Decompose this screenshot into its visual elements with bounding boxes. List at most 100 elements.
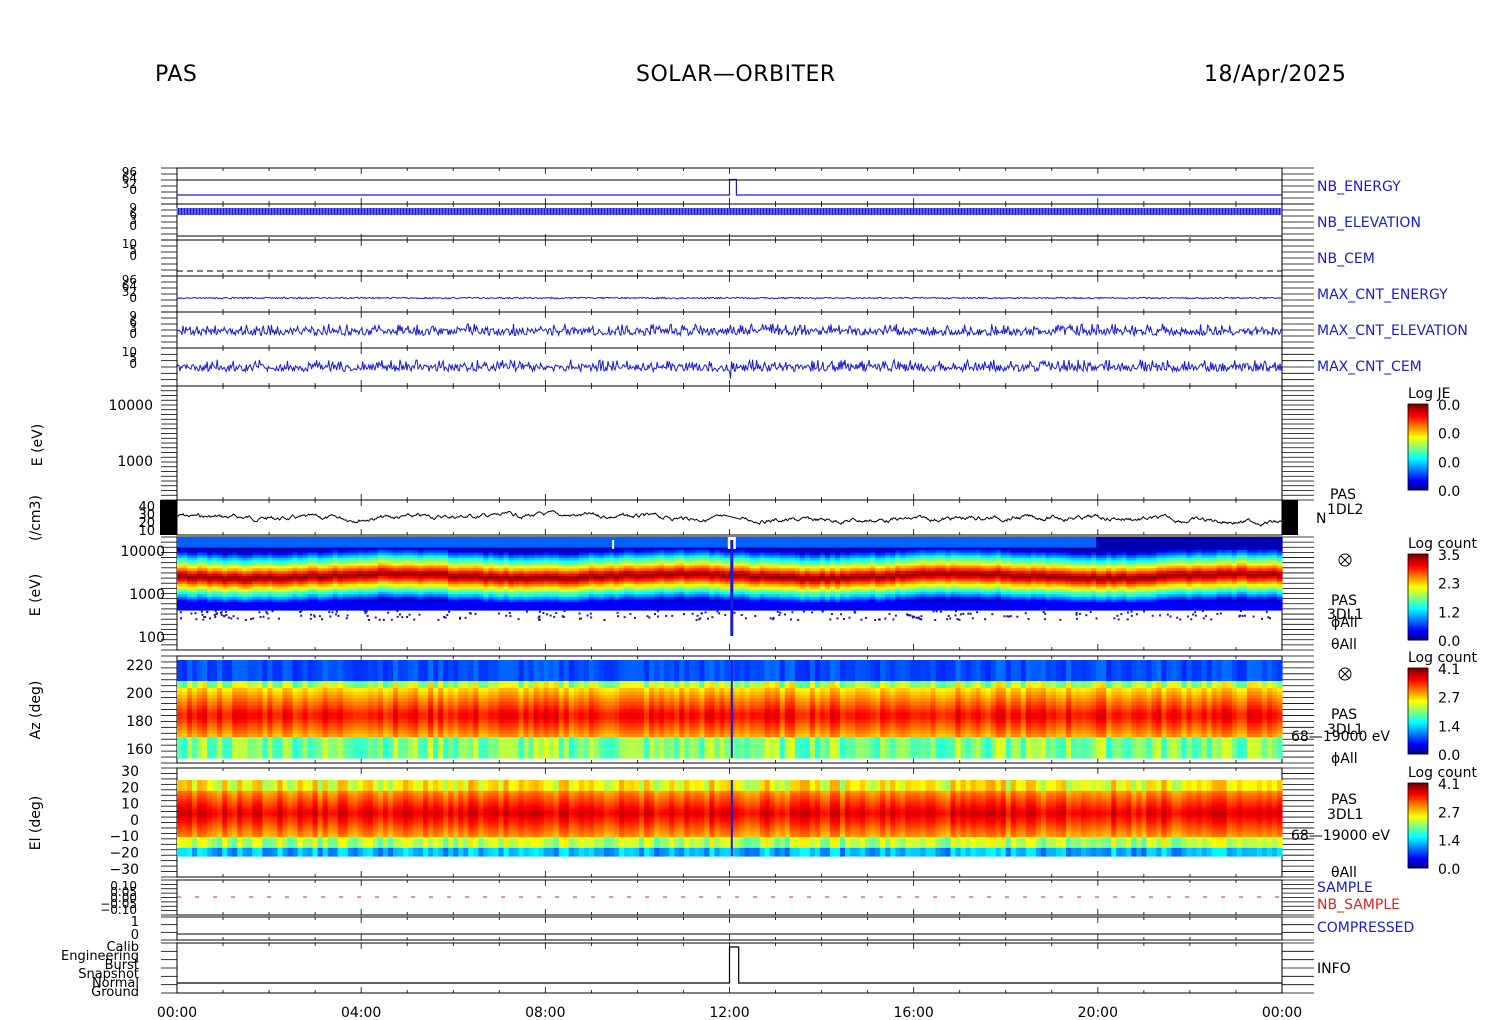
azimuth-right-label: 68—19000 eV: [1291, 729, 1390, 745]
azimuth-colorbar-swatch: [1408, 670, 1428, 673]
energy-speck: [546, 613, 549, 616]
max_cnt_elevation-trace: [176, 323, 1283, 338]
je-colorbar-tick: 0.0: [1438, 427, 1460, 443]
max_cnt_energy-tick-label: 0: [129, 291, 137, 305]
azimuth-colorbar-swatch: [1408, 751, 1428, 755]
azimuth-tick-label: 160: [126, 742, 153, 758]
energy-colorbar-swatch: [1408, 601, 1428, 604]
energy-speck: [542, 612, 545, 615]
energy-speck: [1216, 612, 1219, 615]
energy-speck: [853, 610, 856, 613]
energy-speck: [848, 616, 851, 619]
energy-speck: [555, 612, 558, 615]
density-tick-label: 10: [138, 524, 155, 539]
max_cnt_elevation-tick-label: 9: [129, 309, 137, 323]
elevation-colorbar-swatch: [1408, 842, 1428, 846]
energy-speck: [1166, 613, 1169, 616]
azimuth-colorbar-swatch: [1408, 702, 1428, 706]
energy-speck: [537, 616, 540, 619]
je-colorbar-swatch: [1408, 416, 1428, 420]
energy-speck: [700, 612, 703, 615]
je-colorbar-swatch: [1408, 427, 1428, 431]
energy-colorbar-swatch: [1408, 597, 1428, 600]
energy-speck: [1194, 614, 1197, 617]
energy-speck: [1202, 617, 1205, 620]
energy-speck: [443, 615, 446, 618]
energy-speck: [671, 614, 674, 617]
elevation-colorbar-swatch: [1408, 814, 1428, 818]
elevation-right-label: 3DL1: [1327, 807, 1363, 823]
time-axis-label: 08:00: [525, 1005, 565, 1020]
energy-speck: [579, 617, 582, 620]
energy-speck: [1269, 617, 1272, 620]
info-tick-label: Snapshot: [78, 967, 139, 982]
azimuth-colorbar-swatch: [1408, 745, 1428, 749]
nb_elevation-tick-label: 0: [129, 219, 137, 233]
energy-colorbar-tick: 1.2: [1438, 605, 1460, 621]
energy-speck: [266, 612, 269, 615]
azimuth-colorbar-swatch: [1408, 713, 1428, 716]
density-tick-label: 20: [138, 516, 155, 531]
azimuth-colorbar-swatch: [1408, 685, 1428, 688]
energy-speck: [917, 616, 920, 619]
energy-speck: [1095, 617, 1098, 620]
nb-elevation-band: [177, 208, 1282, 215]
energy-speck: [939, 610, 942, 613]
elevation-spectrogram-cells: [177, 780, 1283, 857]
energy-speck: [657, 615, 660, 618]
je-colorbar-swatch: [1408, 474, 1428, 478]
energy-speck: [949, 617, 952, 620]
energy-colorbar-swatch: [1408, 573, 1428, 576]
energy-speck: [209, 617, 212, 620]
je-colorbar-swatch: [1408, 434, 1428, 437]
date-title: 18/Apr/2025: [1204, 62, 1346, 87]
elevation-colorbar-swatch: [1408, 783, 1428, 786]
max_cnt_elevation-tick-label: 0: [129, 327, 137, 341]
energy-speck: [754, 614, 757, 617]
energy-speck: [840, 613, 843, 616]
energy-colorbar-swatch: [1408, 603, 1428, 607]
energy-speck: [920, 618, 923, 621]
energy-speck: [932, 610, 935, 613]
energy-speck: [1169, 615, 1172, 618]
sample-label: SAMPLE: [1317, 880, 1373, 896]
elevation-right-label: 68—19000 eV: [1291, 828, 1390, 844]
energy-speck: [1126, 611, 1129, 614]
je-colorbar-tick: 0.0: [1438, 455, 1460, 471]
energy-colorbar-tick: 2.3: [1438, 577, 1460, 593]
energy-speck: [195, 618, 198, 621]
azimuth-colorbar-swatch: [1408, 674, 1428, 678]
energy-speck: [179, 611, 182, 614]
azimuth-direction-icon: [1338, 667, 1352, 681]
je-colorbar-border: [1407, 403, 1429, 491]
je-colorbar-swatch: [1408, 404, 1428, 407]
je-colorbar-swatch: [1408, 468, 1428, 472]
energy-speck: [1204, 615, 1207, 618]
energy-speck: [1190, 618, 1193, 621]
energy-speck: [1044, 618, 1047, 621]
energy-colorbar-swatch: [1408, 624, 1428, 628]
je-colorbar-swatch: [1408, 438, 1428, 442]
elevation-colorbar-swatch: [1408, 817, 1428, 820]
je-colorbar-swatch: [1408, 464, 1428, 467]
energy-speck: [1176, 616, 1179, 619]
energy-speck: [971, 617, 974, 620]
energy-speck: [230, 617, 233, 620]
energy-colorbar-swatch: [1408, 560, 1428, 564]
energy-speck: [646, 615, 649, 618]
elevation-right-label: θAll: [1331, 865, 1357, 881]
energy-speck: [396, 615, 399, 618]
elevation-colorbar-swatch: [1408, 823, 1428, 826]
energy-speck: [378, 618, 381, 621]
elevation-colorbar-swatch: [1408, 812, 1428, 816]
nb_elevation-tick-label: 6: [129, 207, 137, 221]
energy-speck: [915, 616, 918, 619]
energy-speck: [698, 618, 701, 621]
je-colorbar-swatch: [1408, 466, 1428, 469]
max_cnt_cem-tick-label: 0: [129, 357, 137, 371]
je-colorbar-swatch: [1408, 408, 1428, 411]
density-tick-label: 40: [138, 500, 155, 515]
energy-colorbar-swatch: [1408, 605, 1428, 609]
energy-speck: [1089, 610, 1092, 613]
energy-speck: [797, 618, 800, 621]
